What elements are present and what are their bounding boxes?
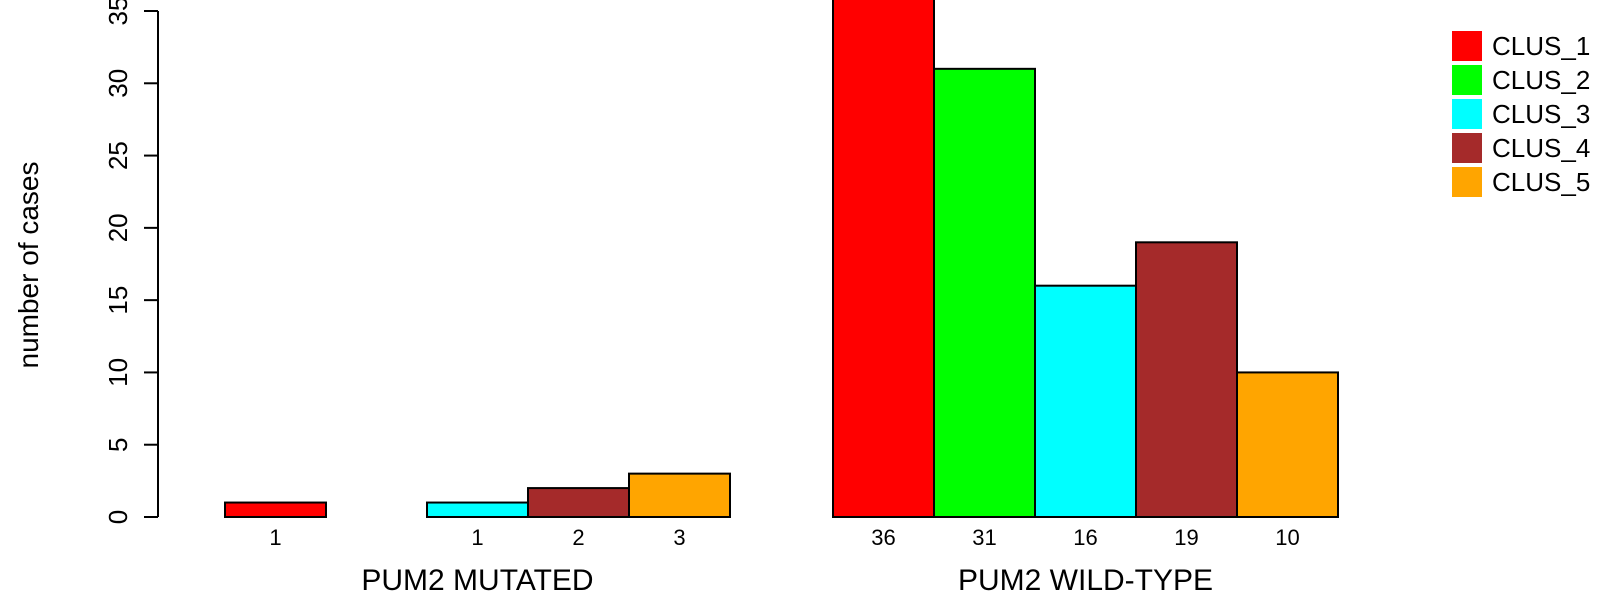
bar-clus-2 bbox=[933, 67, 1036, 518]
y-tick-label: 0 bbox=[103, 510, 133, 524]
bar-count-label: 16 bbox=[1073, 525, 1097, 550]
bar-clus-4 bbox=[1135, 241, 1238, 518]
legend-swatch bbox=[1452, 133, 1482, 163]
legend-swatch bbox=[1452, 99, 1482, 129]
bar-count-label: 36 bbox=[871, 525, 895, 550]
y-axis: 0 5 10 15 20 25 30 35 bbox=[103, 0, 159, 524]
bar-clus-1 bbox=[832, 0, 935, 519]
bar-clus-1 bbox=[224, 501, 327, 518]
y-tick-label: 10 bbox=[103, 358, 133, 387]
bar-count-label: 19 bbox=[1174, 525, 1198, 550]
bar-count-label: 2 bbox=[572, 525, 584, 550]
bar-count-label: 1 bbox=[269, 525, 281, 550]
bar-clus-3 bbox=[426, 501, 529, 518]
y-axis-title: number of cases bbox=[13, 162, 44, 369]
count-labels-layer: 1 1 2 3 36 31 16 19 10 bbox=[269, 525, 1299, 550]
group-label: PUM2 MUTATED bbox=[361, 564, 593, 597]
bar-count-label: 10 bbox=[1275, 525, 1299, 550]
group-label: PUM2 WILD-TYPE bbox=[958, 564, 1213, 597]
legend-swatch bbox=[1452, 65, 1482, 95]
legend: CLUS_1 CLUS_2 CLUS_3 CLUS_4 CLUS_5 bbox=[1452, 31, 1590, 197]
y-tick-label: 35 bbox=[103, 0, 133, 25]
bar-clus-5 bbox=[628, 472, 731, 518]
bars-layer bbox=[224, 0, 1339, 519]
bar-count-label: 3 bbox=[673, 525, 685, 550]
legend-label: CLUS_1 bbox=[1492, 31, 1590, 61]
y-tick-label: 20 bbox=[103, 213, 133, 242]
legend-swatch bbox=[1452, 31, 1482, 61]
legend-swatch bbox=[1452, 167, 1482, 197]
legend-label: CLUS_4 bbox=[1492, 133, 1590, 163]
group-labels-layer: PUM2 MUTATED PUM2 WILD-TYPE bbox=[361, 564, 1213, 597]
y-tick-label: 5 bbox=[103, 437, 133, 451]
legend-label: CLUS_3 bbox=[1492, 99, 1590, 129]
y-tick-label: 30 bbox=[103, 69, 133, 98]
bar-clus-4 bbox=[527, 487, 630, 519]
y-tick-label: 15 bbox=[103, 286, 133, 315]
bar-count-label: 31 bbox=[972, 525, 996, 550]
bar-clus-5 bbox=[1236, 371, 1339, 518]
bar-count-label: 1 bbox=[471, 525, 483, 550]
legend-label: CLUS_2 bbox=[1492, 65, 1590, 95]
y-tick-label: 25 bbox=[103, 141, 133, 170]
bar-clus-3 bbox=[1034, 284, 1137, 518]
legend-label: CLUS_5 bbox=[1492, 167, 1590, 197]
